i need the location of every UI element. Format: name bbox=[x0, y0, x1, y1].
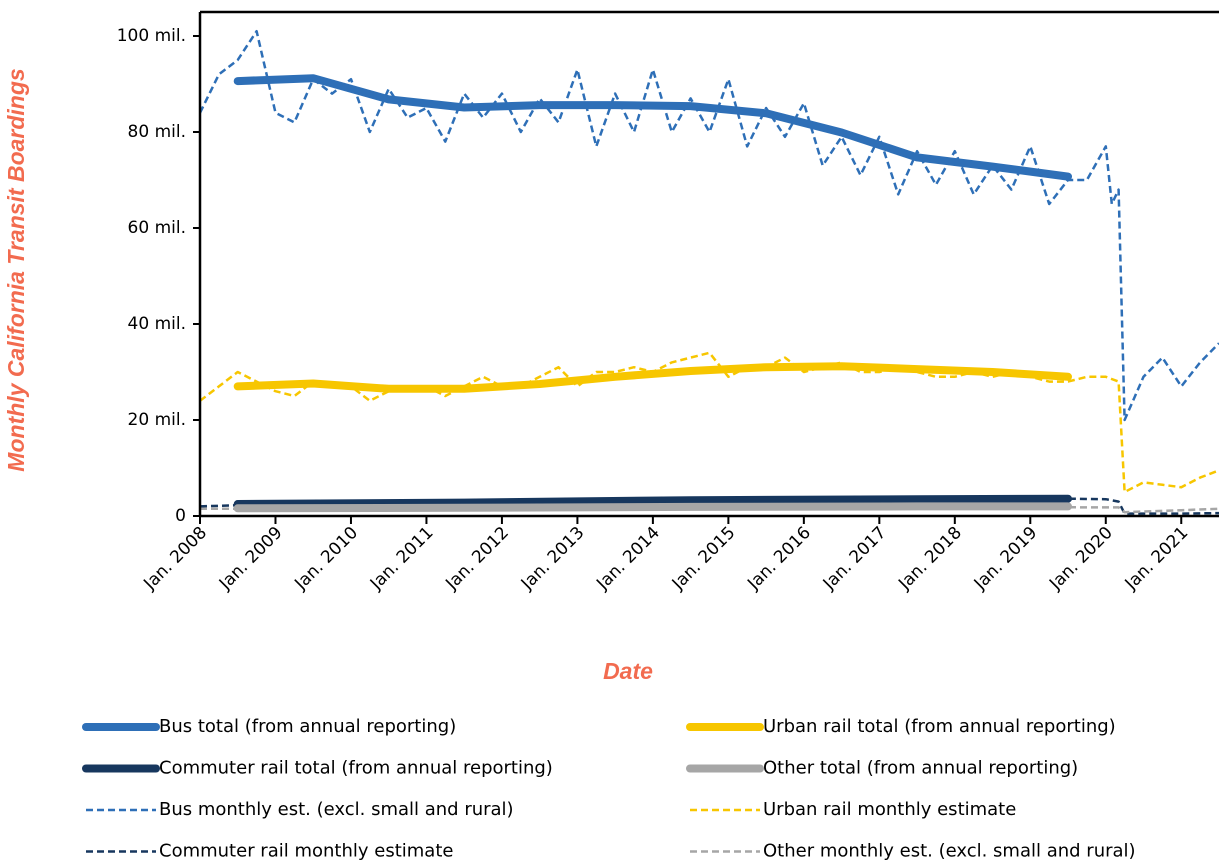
y-tick-label: 40 mil. bbox=[128, 314, 186, 334]
x-tick-label: Jan. 2021 bbox=[1121, 523, 1193, 595]
legend-label: Commuter rail total (from annual reporti… bbox=[159, 758, 553, 779]
y-tick-label: 80 mil. bbox=[128, 122, 186, 142]
x-tick-label: Jan. 2014 bbox=[592, 523, 664, 595]
total-line bbox=[233, 74, 1072, 181]
total-line bbox=[233, 494, 1072, 508]
y-axis-title: Monthly California Transit Boardings bbox=[3, 68, 29, 471]
total-line bbox=[233, 502, 1072, 513]
estimate-line bbox=[200, 29, 1219, 422]
y-tick-label: 60 mil. bbox=[128, 218, 186, 238]
x-axis-title: Date bbox=[603, 658, 653, 684]
x-tick-label: Jan. 2008 bbox=[139, 523, 211, 595]
total-line bbox=[233, 362, 1072, 393]
x-tick-label: Jan. 2010 bbox=[290, 523, 362, 595]
legend-label: Other monthly est. (excl. small and rura… bbox=[763, 841, 1136, 862]
y-tick-label: 0 bbox=[175, 506, 186, 526]
legend-label: Commuter rail monthly estimate bbox=[159, 841, 453, 862]
x-tick-label: Jan. 2009 bbox=[215, 523, 287, 595]
plot-area bbox=[200, 29, 1219, 515]
legend-label: Urban rail total (from annual reporting) bbox=[763, 716, 1116, 737]
x-tick-label: Jan. 2019 bbox=[970, 523, 1042, 595]
legend-label: Other total (from annual reporting) bbox=[763, 758, 1078, 779]
x-tick-label: Jan. 2015 bbox=[668, 523, 740, 595]
x-tick-label: Jan. 2017 bbox=[819, 523, 891, 595]
x-tick-label: Jan. 2013 bbox=[517, 523, 589, 595]
x-tick-label: Jan. 2012 bbox=[441, 523, 513, 595]
y-tick-label: 100 mil. bbox=[117, 26, 186, 46]
legend-label: Urban rail monthly estimate bbox=[763, 799, 1016, 820]
estimate-line bbox=[200, 351, 1219, 494]
legend-label: Bus total (from annual reporting) bbox=[159, 716, 456, 737]
x-tick-label: Jan. 2016 bbox=[743, 523, 815, 595]
x-tick-label: Jan. 2018 bbox=[894, 523, 966, 595]
legend-label: Bus monthly est. (excl. small and rural) bbox=[159, 799, 514, 820]
y-tick-label: 20 mil. bbox=[128, 410, 186, 430]
x-tick-label: Jan. 2011 bbox=[366, 523, 438, 595]
x-tick-label: Jan. 2020 bbox=[1045, 523, 1117, 595]
